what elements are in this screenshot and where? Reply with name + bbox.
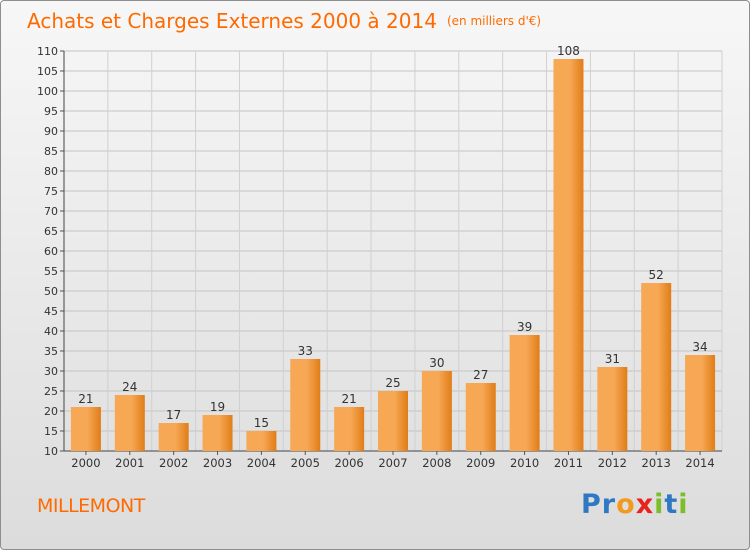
bar-2006 — [334, 407, 365, 451]
value-label: 33 — [298, 344, 313, 358]
x-tick-label: 2008 — [422, 456, 451, 470]
y-tick-label: 45 — [44, 305, 58, 318]
city-name: MILLEMONT — [37, 495, 145, 517]
value-label: 52 — [649, 268, 664, 282]
y-tick-label: 30 — [44, 365, 58, 378]
chart-title-text: Achats et Charges Externes 2000 à 2014 — [27, 9, 437, 33]
y-tick-label: 110 — [37, 45, 58, 58]
y-tick-label: 95 — [44, 105, 58, 118]
value-label: 15 — [254, 416, 269, 430]
x-tick-label: 2009 — [466, 456, 495, 470]
y-tick-label: 75 — [44, 185, 58, 198]
labels: 10 15 20 25 30 35 40 45 50 55 60 65 70 75 80 85 90 95 100 1… — [37, 44, 715, 470]
chart-unit: (en milliers d'€) — [446, 14, 542, 28]
y-tick-label: 50 — [44, 285, 58, 298]
value-label: 30 — [429, 356, 444, 370]
x-tick-label: 2012 — [598, 456, 627, 470]
bar-2005 — [290, 359, 321, 451]
bar-2012 — [597, 367, 628, 451]
bar-2007 — [378, 391, 408, 451]
bar-2000 — [70, 407, 101, 451]
bar-2008 — [421, 371, 452, 451]
bar-2010 — [509, 335, 540, 451]
bars — [70, 59, 716, 451]
y-tick-label: 100 — [37, 85, 58, 98]
y-tick-label: 55 — [44, 265, 58, 278]
value-label: 25 — [385, 376, 400, 390]
value-label: 17 — [166, 408, 181, 422]
y-tick-label: 90 — [44, 125, 58, 138]
y-tick-label: 70 — [44, 205, 58, 218]
y-tick-label: 105 — [37, 65, 58, 78]
bar-2002 — [158, 423, 189, 451]
value-label: 39 — [517, 320, 532, 334]
value-label: 31 — [605, 352, 620, 366]
x-tick-label: 2014 — [685, 456, 714, 470]
y-tick-label: 85 — [44, 145, 58, 158]
x-tick-label: 2000 — [71, 456, 100, 470]
bar-2004 — [246, 431, 277, 451]
bar-2009 — [465, 383, 496, 451]
y-tick-label: 35 — [44, 345, 58, 358]
bar-2001 — [114, 395, 145, 451]
value-label: 108 — [557, 44, 580, 58]
value-label: 34 — [692, 340, 707, 354]
bar-2013 — [641, 283, 672, 451]
y-tick-label: 10 — [44, 445, 58, 458]
x-tick-label: 2007 — [378, 456, 407, 470]
bar-2014 — [685, 355, 716, 451]
y-tick-label: 60 — [44, 245, 58, 258]
bar-2011 — [553, 59, 584, 451]
logo-letter: r — [601, 489, 617, 520]
logo-letter: o — [616, 489, 636, 520]
logo-letter: i — [654, 489, 665, 520]
x-tick-label: 2004 — [247, 456, 276, 470]
logo-letter: i — [678, 489, 689, 520]
x-tick-label: 2002 — [159, 456, 188, 470]
chart-title: Achats et Charges Externes 2000 à 2014 (e… — [27, 9, 541, 33]
x-tick-label: 2005 — [291, 456, 320, 470]
value-label: 27 — [473, 368, 488, 382]
x-tick-label: 2013 — [642, 456, 671, 470]
value-label: 21 — [78, 392, 93, 406]
value-label: 19 — [210, 400, 225, 414]
logo-letter: t — [664, 489, 679, 520]
value-label: 24 — [122, 380, 137, 394]
y-tick-label: 65 — [44, 225, 58, 238]
y-tick-label: 80 — [44, 165, 58, 178]
y-tick-label: 20 — [44, 405, 58, 418]
y-tick-label: 25 — [44, 385, 58, 398]
x-tick-label: 2003 — [203, 456, 232, 470]
logo-letter: P — [581, 489, 602, 520]
x-tick-label: 2001 — [115, 456, 144, 470]
x-tick-label: 2010 — [510, 456, 539, 470]
x-tick-label: 2006 — [334, 456, 363, 470]
x-tick-label: 2011 — [554, 456, 583, 470]
proxiti-logo: Proxiti — [581, 489, 689, 520]
y-tick-label: 15 — [44, 425, 58, 438]
value-label: 21 — [341, 392, 356, 406]
bar-2003 — [202, 415, 233, 451]
y-tick-label: 40 — [44, 325, 58, 338]
logo-letter: x — [635, 489, 655, 520]
